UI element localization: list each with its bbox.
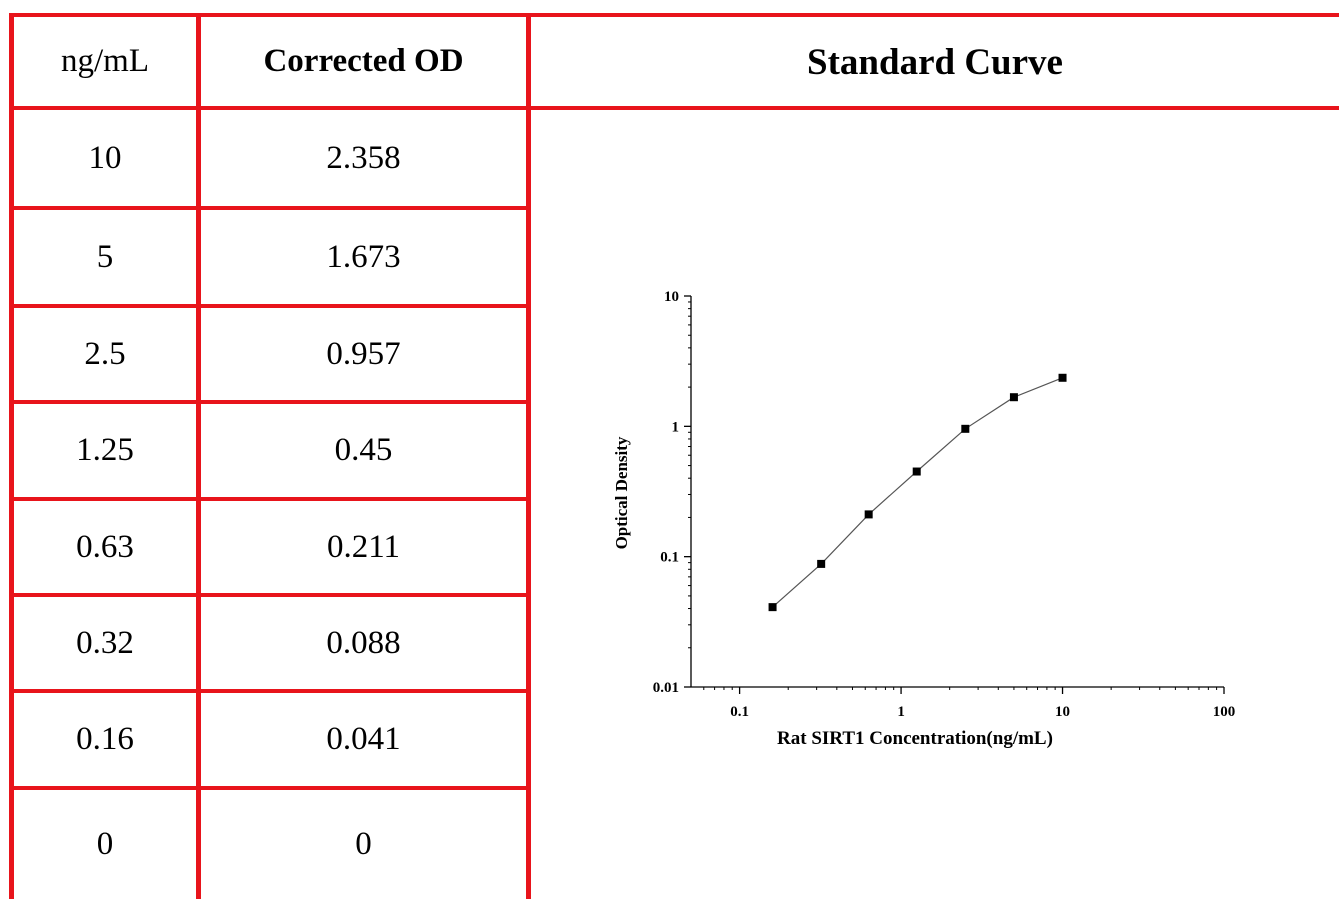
row-1-conc: 10: [88, 139, 122, 176]
header-corrected-od: Corrected OD: [263, 43, 464, 79]
series-line: [772, 377, 1063, 608]
row-5-conc: 0.63: [76, 528, 134, 565]
chart-axes: [690, 296, 1224, 688]
y-tick-label: 0.1: [660, 550, 679, 566]
y-tick-label: 0.01: [653, 680, 679, 696]
row-7-conc: 0.16: [76, 721, 134, 757]
x-tick-label: 10: [1055, 704, 1070, 720]
row-4-od: 0.45: [334, 432, 393, 468]
row-6-od: 0.088: [326, 624, 401, 661]
row-divider-3: [12, 400, 530, 404]
data-point: [1058, 373, 1067, 382]
row-2-od: 1.673: [326, 238, 401, 275]
row-divider-5: [12, 593, 530, 597]
table-border-left: [9, 13, 14, 899]
chart-tick-labels: 0.1 1 10 100 0.01 0.1 1 10: [653, 289, 1236, 720]
x-tick-label: 0.1: [730, 704, 749, 720]
row-divider-4: [12, 497, 530, 501]
row-3-od: 0.957: [326, 335, 401, 372]
table-border-top: [12, 13, 1339, 17]
x-axis-label: Rat SIRT1 Concentration(ng/mL): [777, 728, 1053, 749]
row-3-conc: 2.5: [84, 335, 126, 372]
column-divider-2: [526, 13, 531, 899]
row-divider-6: [12, 689, 530, 693]
data-point: [864, 510, 873, 519]
data-point: [912, 467, 921, 476]
standard-curve-title: Standard Curve: [807, 41, 1063, 83]
row-divider-2: [12, 304, 530, 308]
column-divider-1: [196, 13, 201, 899]
data-point: [817, 559, 826, 568]
row-4-conc: 1.25: [76, 432, 134, 468]
data-point: [961, 424, 970, 433]
row-1-od: 2.358: [326, 139, 401, 176]
row-divider-7: [12, 786, 530, 790]
row-8-conc: 0: [96, 826, 114, 862]
row-6-conc: 0.32: [76, 624, 134, 661]
y-tick-label: 10: [664, 289, 679, 305]
header-concentration: ng/mL: [61, 43, 149, 79]
standard-curve-chart: 0.1 1 10 100 0.01 0.1 1 10 Rat SIRT1 Concentrat…: [612, 289, 1236, 749]
chart-ticks: [684, 295, 1225, 694]
row-8-od: 0: [355, 826, 372, 862]
row-divider-1: [12, 206, 530, 210]
row-7-od: 0.041: [326, 721, 401, 757]
x-tick-label: 1: [897, 704, 905, 720]
y-axis-label: Optical Density: [612, 436, 631, 549]
y-tick-label: 1: [672, 419, 680, 435]
data-point: [1009, 393, 1018, 402]
row-2-conc: 5: [96, 238, 114, 275]
header-divider: [12, 106, 1339, 110]
x-tick-label: 100: [1213, 704, 1236, 720]
data-point: [768, 603, 777, 612]
row-5-od: 0.211: [326, 528, 401, 565]
series-points: [768, 373, 1067, 612]
